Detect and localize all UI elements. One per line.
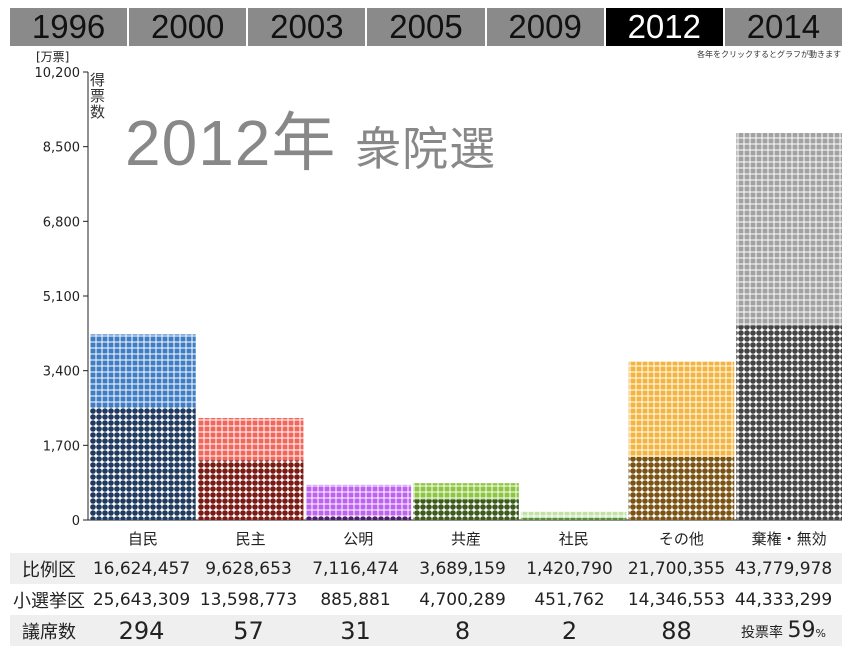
- row-header: 議席数: [22, 621, 76, 643]
- title-kind: 衆院選: [355, 123, 497, 175]
- table-cell: 25,643,309: [92, 589, 191, 610]
- results-table: 比例区 16,624,457 9,628,653 7,116,474 3,689…: [10, 553, 842, 646]
- turnout-label: 投票率: [741, 625, 784, 641]
- y-tick-label: 1,700: [43, 439, 80, 454]
- table-cell: 43,779,978: [734, 558, 833, 579]
- seat-count: 88: [661, 616, 692, 645]
- bar-proportional-棄権・無効: [736, 132, 842, 326]
- bar-proportional-社民: [520, 511, 627, 519]
- bar-single-seat-その他: [628, 456, 735, 520]
- vote-chart: 0 1,700 3,400 5,100 6,800 8,500 10,200 自民 民主 公明 共産…: [35, 66, 842, 548]
- seat-count: 31: [340, 616, 371, 645]
- y-axis-unit: [万票]: [36, 50, 70, 64]
- table-row-seats: 議席数 294 57 31 8 2 88 投票率 59%: [10, 615, 842, 646]
- row-header: 小選挙区: [13, 590, 85, 612]
- table-row-proportional: 比例区 16,624,457 9,628,653 7,116,474 3,689…: [10, 553, 842, 584]
- category-label: 民主: [236, 530, 266, 548]
- seat-count: 57: [233, 616, 264, 645]
- table-cell: 3,689,159: [419, 558, 506, 579]
- y-tick-label: 5,100: [43, 290, 80, 305]
- bar-proportional-その他: [628, 361, 735, 457]
- category-label: 公明: [343, 530, 373, 548]
- year-tab-2014[interactable]: 2014: [724, 8, 842, 46]
- category-label: 自民: [128, 530, 158, 548]
- category-label: 共産: [451, 530, 481, 548]
- bar-single-seat-棄権・無効: [736, 325, 842, 520]
- table-cell: 13,598,773: [199, 589, 298, 610]
- seat-count: 2: [561, 616, 578, 645]
- turnout-value: 59: [787, 618, 816, 643]
- bar-proportional-民主: [197, 417, 304, 461]
- year-tab-2000[interactable]: 2000: [129, 8, 249, 46]
- table-row-single-seat: 小選挙区 25,643,309 13,598,773 885,881 4,700…: [10, 584, 842, 615]
- y-tick-label: 6,800: [43, 215, 80, 230]
- hint-text: 各年をクリックするとグラフが動きます: [697, 50, 841, 59]
- table-cell: 1,420,790: [526, 558, 613, 579]
- y-tick-label: 8,500: [43, 141, 80, 156]
- seat-count: 8: [454, 616, 471, 645]
- y-tick-label: 10,200: [35, 66, 81, 81]
- table-cell: 7,116,474: [312, 558, 399, 579]
- bar-proportional-公明: [305, 484, 412, 517]
- year-tab-2005[interactable]: 2005: [367, 8, 487, 46]
- year-tab-1996[interactable]: 1996: [10, 8, 130, 46]
- bar-single-seat-共産: [413, 499, 519, 520]
- year-tab-2009[interactable]: 2009: [486, 8, 606, 46]
- bar-single-seat-社民: [520, 518, 627, 520]
- seat-count: 294: [118, 616, 165, 645]
- y-axis-label: 得票数: [90, 71, 106, 121]
- year-tab-2012[interactable]: 2012: [605, 8, 725, 46]
- table-cell: 44,333,299: [734, 589, 833, 610]
- year-tabs: 1996 2000 2003 2005 2009 2012 2014: [10, 8, 842, 46]
- bar-single-seat-公明: [305, 516, 412, 520]
- bar-single-seat-自民: [90, 407, 196, 520]
- table-cell: 16,624,457: [92, 558, 191, 579]
- category-label: 棄権・無効: [752, 530, 827, 548]
- bar-proportional-自民: [90, 334, 196, 408]
- category-label: 社民: [559, 530, 589, 548]
- table-cell: 21,700,355: [627, 558, 726, 579]
- table-cell: 885,881: [320, 589, 391, 610]
- chart-title: 2012年 衆院選: [125, 92, 496, 184]
- category-label: その他: [659, 530, 704, 548]
- table-cell: 451,762: [534, 589, 605, 610]
- table-cell: 14,346,553: [627, 589, 726, 610]
- turnout: 投票率 59%: [730, 618, 837, 643]
- table-cell: 9,628,653: [205, 558, 292, 579]
- year-tab-2003[interactable]: 2003: [248, 8, 368, 46]
- y-tick-label: 3,400: [43, 365, 80, 380]
- y-tick-label: 0: [72, 514, 80, 529]
- bar-single-seat-民主: [197, 460, 304, 520]
- title-year: 2012年: [125, 107, 337, 179]
- row-header: 比例区: [22, 559, 76, 581]
- turnout-unit: %: [815, 627, 826, 640]
- table-cell: 4,700,289: [419, 589, 506, 610]
- bar-proportional-共産: [413, 483, 519, 500]
